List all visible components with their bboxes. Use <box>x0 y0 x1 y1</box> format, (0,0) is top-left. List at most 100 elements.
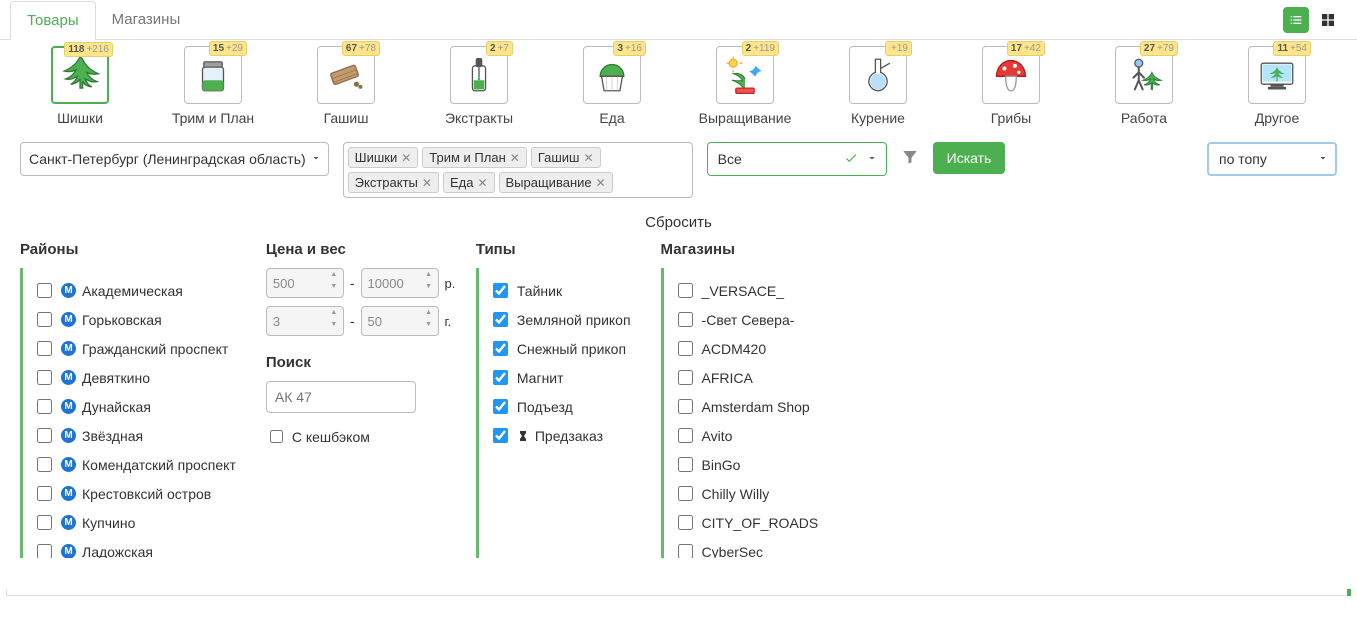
category-bong[interactable]: +19 Курение <box>828 46 928 126</box>
filter-chip[interactable]: Еда✕ <box>443 172 495 193</box>
category-grow[interactable]: 2+119 Выращивание <box>695 46 795 126</box>
type-checkbox[interactable] <box>493 428 508 443</box>
category-icon-box[interactable]: 118+216 <box>51 46 109 104</box>
category-icon-box[interactable]: 2+7 <box>450 46 508 104</box>
view-list-button[interactable] <box>1283 7 1309 33</box>
district-row[interactable]: М Дунайская <box>33 392 236 421</box>
chip-remove-icon[interactable]: ✕ <box>422 176 432 190</box>
shop-row[interactable]: -Свет Севера- <box>674 305 1327 334</box>
chip-remove-icon[interactable]: ✕ <box>401 151 411 165</box>
spinner-icon[interactable]: ▲▼ <box>327 271 341 295</box>
type-row[interactable]: Тайник <box>489 276 631 305</box>
cashback-checkbox[interactable] <box>270 430 283 443</box>
min-weight-input[interactable]: 3 ▲▼ <box>266 306 344 336</box>
district-row[interactable]: М Купчино <box>33 508 236 537</box>
min-price-input[interactable]: 500 ▲▼ <box>266 268 344 298</box>
district-checkbox[interactable] <box>37 486 52 501</box>
category-icon-box[interactable]: 11+54 <box>1248 46 1306 104</box>
category-icon-box[interactable]: 2+119 <box>716 46 774 104</box>
shop-checkbox[interactable] <box>678 457 693 472</box>
district-checkbox[interactable] <box>37 457 52 472</box>
search-button[interactable]: Искать <box>933 142 1006 174</box>
type-row[interactable]: Предзаказ <box>489 421 631 450</box>
category-jar[interactable]: 15+29 Трим и План <box>163 46 263 126</box>
type-checkbox[interactable] <box>493 312 508 327</box>
category-dropper[interactable]: 2+7 Экстракты <box>429 46 529 126</box>
filter-chip[interactable]: Выращивание✕ <box>499 172 613 193</box>
district-row[interactable]: М Горьковская <box>33 305 236 334</box>
spinner-icon[interactable]: ▲▼ <box>422 309 436 333</box>
tab-shops[interactable]: Магазины <box>96 1 197 38</box>
district-checkbox[interactable] <box>37 283 52 298</box>
shop-checkbox[interactable] <box>678 486 693 501</box>
type-checkbox[interactable] <box>493 341 508 356</box>
keyword-input[interactable] <box>266 381 416 413</box>
tab-products[interactable]: Товары <box>10 1 96 40</box>
category-mushroom[interactable]: 17+42 Грибы <box>961 46 1061 126</box>
category-muffin[interactable]: 3+16 Еда <box>562 46 662 126</box>
district-checkbox[interactable] <box>37 399 52 414</box>
shop-row[interactable]: CITY_OF_ROADS <box>674 508 1327 537</box>
category-icon-box[interactable]: 67+78 <box>317 46 375 104</box>
district-checkbox[interactable] <box>37 370 52 385</box>
shop-row[interactable]: CyberSec <box>674 537 1327 558</box>
shop-row[interactable]: Avito <box>674 421 1327 450</box>
types-list[interactable]: Тайник Земляной прикоп Снежный прикоп Ма… <box>476 268 641 558</box>
chip-remove-icon[interactable]: ✕ <box>583 151 593 165</box>
category-icon-box[interactable]: 27+79 <box>1115 46 1173 104</box>
category-brick[interactable]: 67+78 Гашиш <box>296 46 396 126</box>
category-icon-box[interactable]: 17+42 <box>982 46 1040 104</box>
type-row[interactable]: Подъезд <box>489 392 631 421</box>
district-checkbox[interactable] <box>37 428 52 443</box>
district-checkbox[interactable] <box>37 341 52 356</box>
districts-list[interactable]: М Академическая М Горьковская М Гражданс… <box>20 268 246 558</box>
spinner-icon[interactable]: ▲▼ <box>422 271 436 295</box>
type-row[interactable]: Снежный прикоп <box>489 334 631 363</box>
district-row[interactable]: М Девяткино <box>33 363 236 392</box>
spinner-icon[interactable]: ▲▼ <box>327 309 341 333</box>
city-select[interactable]: Санкт-Петербург (Ленинградская область) <box>20 142 329 176</box>
shop-row[interactable]: Chilly Willy <box>674 479 1327 508</box>
shop-checkbox[interactable] <box>678 544 693 558</box>
filter-icon[interactable] <box>901 142 919 169</box>
filter-chip[interactable]: Трим и План✕ <box>422 147 527 168</box>
category-icon-box[interactable]: 15+29 <box>184 46 242 104</box>
max-weight-input[interactable]: 50 ▲▼ <box>361 306 439 336</box>
sort-select[interactable]: по топу <box>1207 142 1337 176</box>
shop-row[interactable]: ACDM420 <box>674 334 1327 363</box>
shop-checkbox[interactable] <box>678 370 693 385</box>
filter-chip[interactable]: Шишки✕ <box>348 147 419 168</box>
shop-row[interactable]: _VERSACE_ <box>674 276 1327 305</box>
district-checkbox[interactable] <box>37 515 52 530</box>
shop-checkbox[interactable] <box>678 515 693 530</box>
shop-row[interactable]: BinGo <box>674 450 1327 479</box>
shop-checkbox[interactable] <box>678 428 693 443</box>
view-grid-button[interactable] <box>1315 7 1341 33</box>
type-filter-select[interactable]: Все <box>707 142 887 176</box>
max-price-input[interactable]: 10000 ▲▼ <box>361 268 439 298</box>
district-row[interactable]: М Гражданский проспект <box>33 334 236 363</box>
shop-row[interactable]: Amsterdam Shop <box>674 392 1327 421</box>
district-row[interactable]: М Ладожская <box>33 537 236 558</box>
district-checkbox[interactable] <box>37 312 52 327</box>
type-checkbox[interactable] <box>493 370 508 385</box>
chip-remove-icon[interactable]: ✕ <box>510 151 520 165</box>
chip-remove-icon[interactable]: ✕ <box>596 176 606 190</box>
type-row[interactable]: Земляной прикоп <box>489 305 631 334</box>
district-row[interactable]: М Звёздная <box>33 421 236 450</box>
type-checkbox[interactable] <box>493 283 508 298</box>
category-other[interactable]: 11+54 Другое <box>1227 46 1327 126</box>
category-icon-box[interactable]: +19 <box>849 46 907 104</box>
category-leaf[interactable]: 118+216 Шишки <box>30 46 130 126</box>
shop-checkbox[interactable] <box>678 312 693 327</box>
type-row[interactable]: Магнит <box>489 363 631 392</box>
shops-list[interactable]: _VERSACE_ -Свет Севера- ACDM420 AFRICA A… <box>661 268 1337 558</box>
filter-chip[interactable]: Экстракты✕ <box>348 172 439 193</box>
district-row[interactable]: М Комендатский проспект <box>33 450 236 479</box>
district-checkbox[interactable] <box>37 544 52 558</box>
category-work[interactable]: 27+79 Работа <box>1094 46 1194 126</box>
shop-row[interactable]: AFRICA <box>674 363 1327 392</box>
shop-checkbox[interactable] <box>678 399 693 414</box>
district-row[interactable]: М Академическая <box>33 276 236 305</box>
type-checkbox[interactable] <box>493 399 508 414</box>
